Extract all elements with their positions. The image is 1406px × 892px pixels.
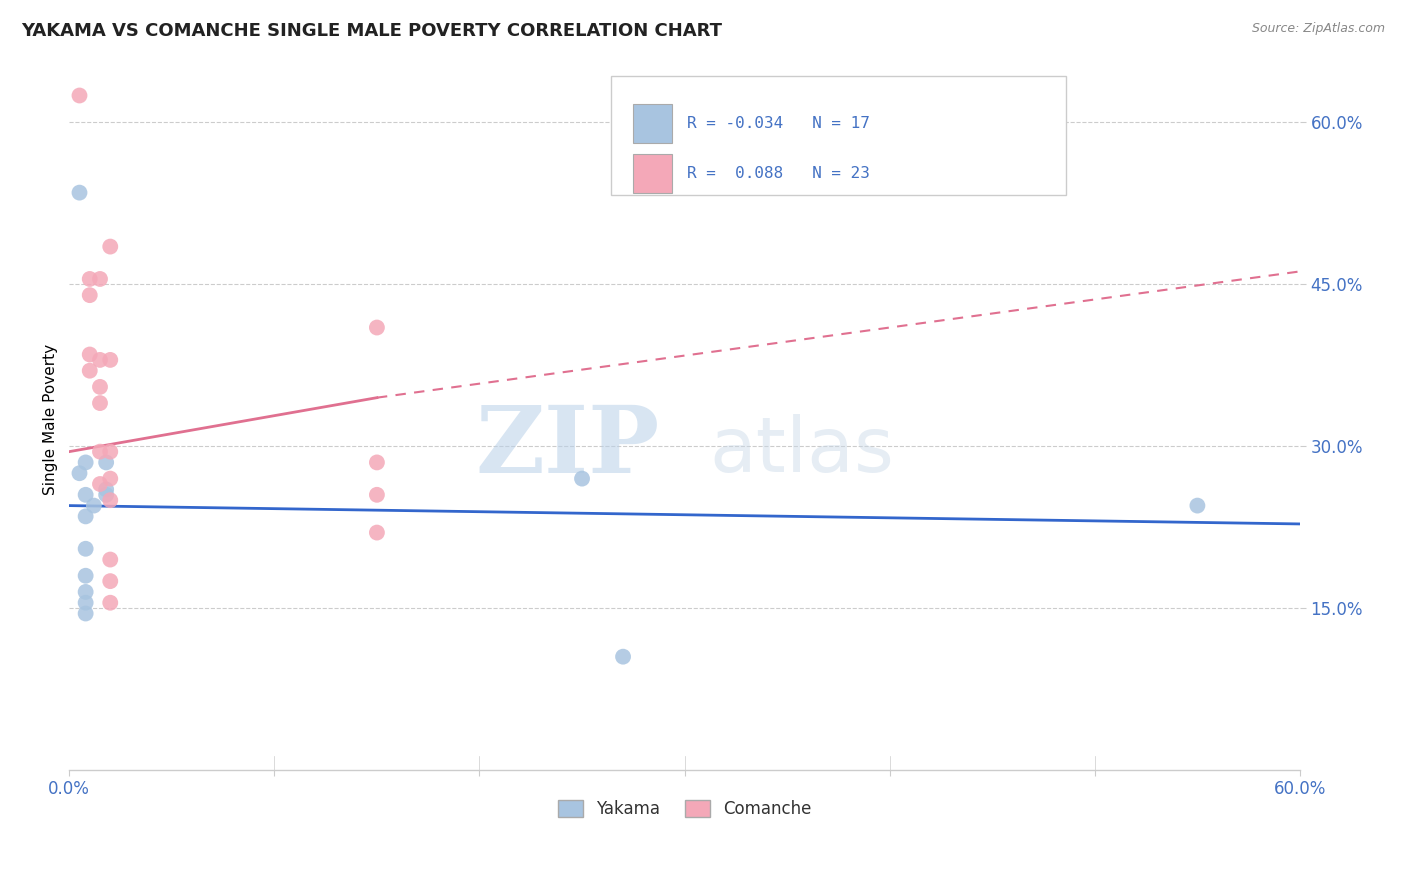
Legend: Yakama, Comanche: Yakama, Comanche	[551, 793, 818, 825]
Text: R =  0.088   N = 23: R = 0.088 N = 23	[688, 166, 870, 181]
Point	[75, 607, 97, 621]
Point	[89, 396, 111, 410]
Point	[75, 568, 97, 582]
Bar	[610, 76, 1066, 194]
Point	[1187, 499, 1209, 513]
Point	[79, 347, 101, 361]
Point	[69, 186, 91, 200]
Text: R = -0.034   N = 17: R = -0.034 N = 17	[688, 116, 870, 131]
Point	[75, 541, 97, 556]
Point	[89, 477, 111, 491]
Point	[69, 88, 91, 103]
Point	[98, 239, 121, 253]
Point	[98, 574, 121, 589]
Point	[98, 444, 121, 458]
Point	[98, 493, 121, 508]
Point	[79, 272, 101, 286]
Point	[98, 552, 121, 566]
Text: ZIP: ZIP	[475, 402, 659, 492]
Point	[366, 488, 388, 502]
Point	[75, 596, 97, 610]
Point	[75, 488, 97, 502]
Point	[69, 467, 91, 481]
Point	[96, 488, 118, 502]
Point	[612, 649, 634, 664]
Point	[79, 364, 101, 378]
Point	[98, 352, 121, 367]
Bar	[633, 104, 672, 143]
Point	[89, 380, 111, 394]
Point	[83, 499, 105, 513]
Point	[366, 320, 388, 334]
Point	[89, 272, 111, 286]
Point	[571, 472, 593, 486]
Point	[366, 455, 388, 469]
Point	[75, 455, 97, 469]
Point	[79, 288, 101, 302]
Point	[98, 472, 121, 486]
Point	[89, 352, 111, 367]
Point	[75, 585, 97, 599]
Bar	[633, 154, 672, 193]
Point	[96, 455, 118, 469]
Point	[366, 525, 388, 540]
Y-axis label: Single Male Poverty: Single Male Poverty	[44, 343, 58, 495]
Text: YAKAMA VS COMANCHE SINGLE MALE POVERTY CORRELATION CHART: YAKAMA VS COMANCHE SINGLE MALE POVERTY C…	[21, 22, 723, 40]
Point	[75, 509, 97, 524]
Point	[89, 444, 111, 458]
Point	[98, 596, 121, 610]
Text: Source: ZipAtlas.com: Source: ZipAtlas.com	[1251, 22, 1385, 36]
Text: atlas: atlas	[709, 414, 894, 488]
Point	[96, 483, 118, 497]
